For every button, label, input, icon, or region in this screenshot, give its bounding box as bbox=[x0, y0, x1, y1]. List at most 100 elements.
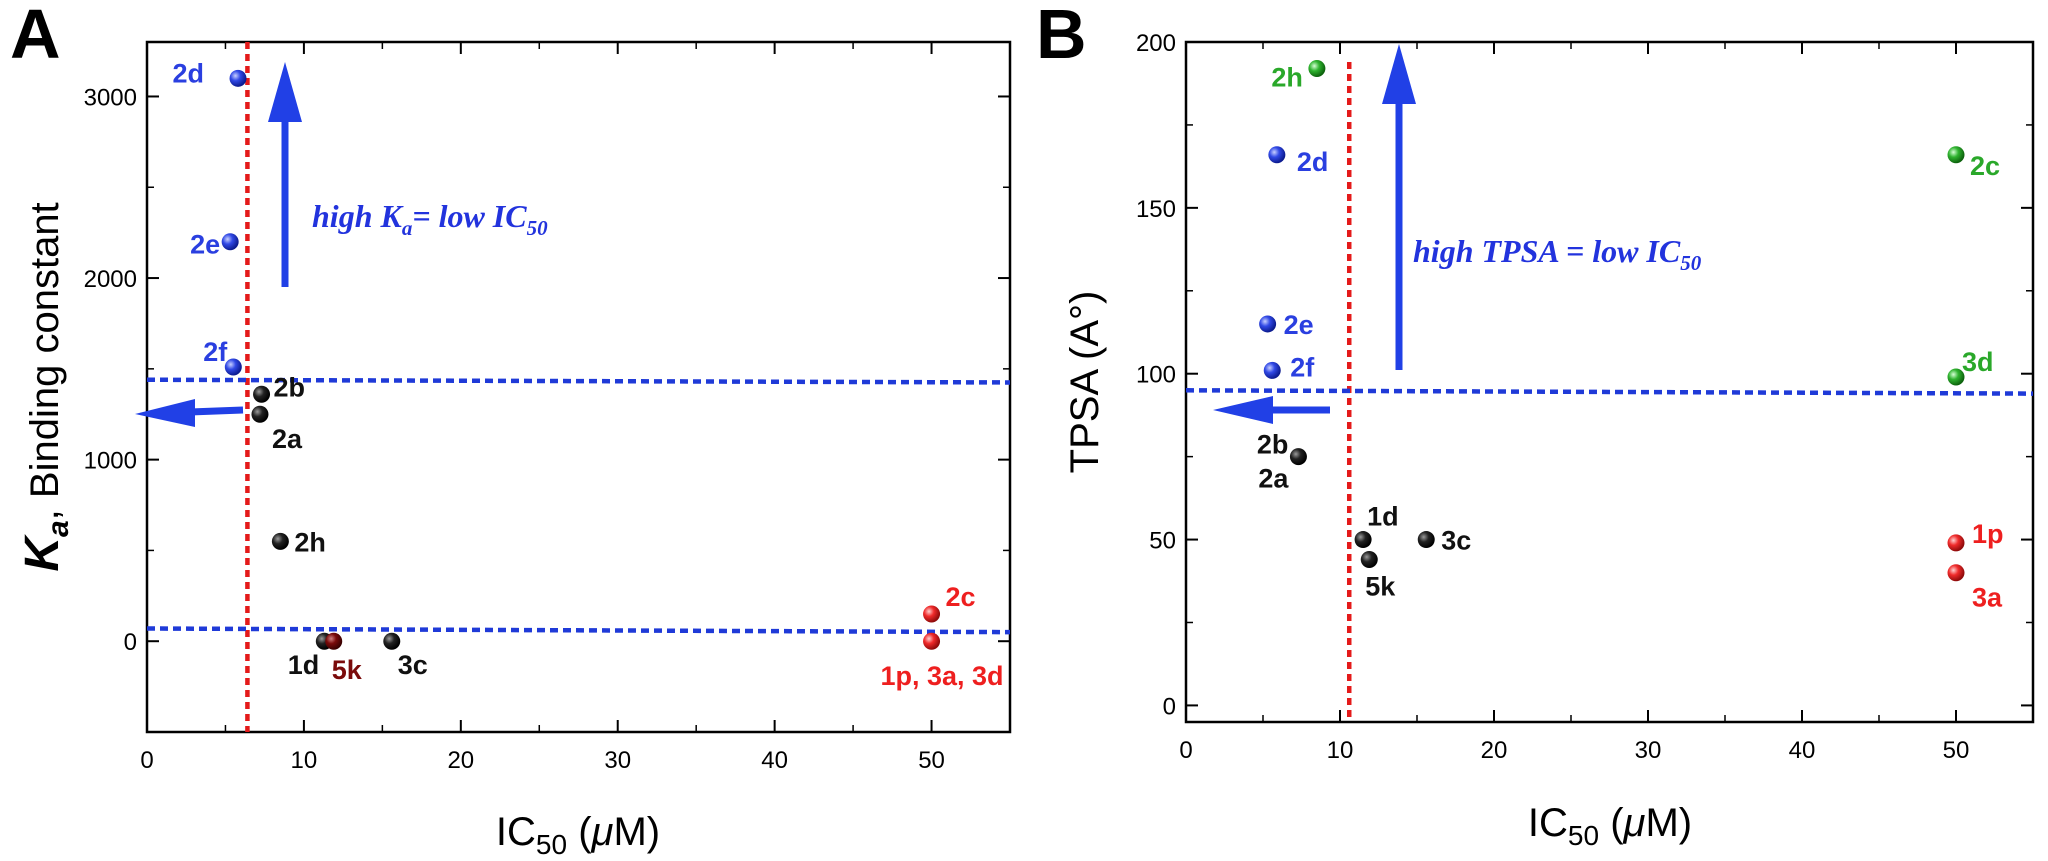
panel-a-ka-upper-threshold-line bbox=[146, 377, 1011, 385]
panel-a-ylabel-tail: , Binding constant bbox=[23, 202, 67, 520]
panel-a-frame bbox=[145, 40, 1012, 734]
panel-a-annotation-tail: = low IC bbox=[412, 198, 527, 234]
a-point-label: 2d bbox=[172, 58, 204, 88]
b-ytick-label: 50 bbox=[1149, 528, 1176, 555]
panel-a-ka-lower-threshold-line bbox=[146, 626, 1011, 635]
panel-b-xlabel-main: IC bbox=[1528, 801, 1568, 845]
b-xtick-label: 40 bbox=[1789, 737, 1816, 764]
b-point-label: 2c bbox=[1970, 151, 2000, 181]
panel-b-reference-lines bbox=[1185, 62, 2034, 722]
panel-b-xlabel-sub: 50 bbox=[1568, 820, 1599, 851]
a-xtick-label: 50 bbox=[918, 747, 945, 774]
panel-a-reference-lines bbox=[146, 42, 1011, 732]
panel-b-letter: B bbox=[1036, 0, 1087, 73]
b-point-label: 2d bbox=[1297, 147, 1329, 177]
a-point-5k bbox=[325, 632, 343, 650]
panel-b-ticks: 0 10 20 30 40 50 0 50 100 150 200 bbox=[1136, 30, 2033, 764]
panel-a-annotation: high Ka= low IC50 bbox=[312, 198, 548, 240]
b-point-label: 5k bbox=[1365, 571, 1396, 601]
a-ytick-label: 2000 bbox=[84, 266, 137, 293]
a-point-label: 2b bbox=[274, 372, 306, 402]
panel-a-ylabel-main: K bbox=[16, 534, 69, 572]
panel-a-xlabel-mu: μ bbox=[591, 810, 614, 854]
panel-b-annotation-main: high TPSA = low IC bbox=[1413, 233, 1681, 269]
b-xtick-label: 50 bbox=[1943, 737, 1970, 764]
panel-a-left-arrow-head bbox=[135, 399, 195, 427]
b-point-label: 2h bbox=[1271, 63, 1303, 93]
panel-b-ylabel: TPSA (A°) bbox=[1063, 291, 1107, 474]
a-point-label: 2e bbox=[190, 230, 220, 260]
a-point-2a bbox=[251, 405, 269, 423]
a-point-2f bbox=[224, 358, 242, 376]
panel-a-left-arrow-shaft bbox=[189, 406, 244, 416]
panel-b-xlabel-mu: μ bbox=[1623, 801, 1646, 845]
b-point-label: 2a bbox=[1258, 464, 1289, 494]
b-point-label: 2f bbox=[1290, 352, 1315, 382]
a-point-2b bbox=[253, 385, 271, 403]
a-ytick-label: 1000 bbox=[84, 448, 137, 475]
panel-a-xlabel-tail: ( bbox=[567, 810, 592, 854]
a-point-label: 1d bbox=[288, 650, 320, 680]
a-point-label: 3c bbox=[398, 650, 428, 680]
panel-b-xlabel-end: M) bbox=[1645, 801, 1692, 845]
panel-b-arrows bbox=[1213, 44, 1416, 424]
a-point-3c bbox=[383, 632, 401, 650]
b-point-2b-2a bbox=[1289, 448, 1307, 466]
b-point-2d bbox=[1268, 146, 1286, 164]
panel-a-letter: A bbox=[10, 0, 61, 73]
b-ytick-label: 0 bbox=[1163, 693, 1176, 720]
panel-a-arrows bbox=[135, 62, 302, 427]
panel-a-up-arrow-head bbox=[268, 62, 302, 122]
b-xtick-label: 10 bbox=[1327, 737, 1354, 764]
a-point-label: 2a bbox=[272, 424, 303, 454]
panel-a-points: 2d 2e 2f 2b 2a 2h 1d 5k 3c 2c 1p, 3a, 3d bbox=[172, 58, 1003, 691]
b-point-5k bbox=[1360, 550, 1378, 568]
a-xtick-label: 20 bbox=[447, 747, 474, 774]
a-point-2d bbox=[229, 69, 247, 87]
panel-b-points: 2h 2d 2c 2e 2f 3d 2b 2a 1d 3c 5k 1p 3a bbox=[1257, 60, 2004, 613]
a-point-2h bbox=[271, 532, 289, 550]
a-ytick-label: 3000 bbox=[84, 84, 137, 111]
a-xtick-label: 10 bbox=[291, 747, 318, 774]
a-xtick-label: 30 bbox=[604, 747, 631, 774]
a-point-label: 1p, 3a, 3d bbox=[880, 661, 1003, 691]
panel-b-xlabel-tail: ( bbox=[1599, 801, 1624, 845]
b-point-1d bbox=[1354, 531, 1372, 549]
panel-b-annotation: high TPSA = low IC50 bbox=[1413, 233, 1702, 275]
a-point-1p-3a-3d bbox=[923, 632, 941, 650]
panel-a-ylabel: Ka, Binding constant bbox=[16, 202, 75, 571]
b-point-2c bbox=[1947, 146, 1965, 164]
panel-b-left-arrow-head bbox=[1213, 396, 1273, 424]
a-point-label: 2c bbox=[946, 582, 976, 612]
b-ytick-label: 100 bbox=[1136, 362, 1176, 389]
b-point-3c bbox=[1417, 531, 1435, 549]
a-point-label: 5k bbox=[332, 655, 363, 685]
panel-b-annotation-sub: 50 bbox=[1680, 251, 1702, 275]
b-xtick-label: 20 bbox=[1481, 737, 1508, 764]
panel-b-tpsa-threshold-line bbox=[1185, 388, 2034, 396]
panel-a-annotation-sub: a bbox=[402, 216, 413, 240]
a-ytick-label: 0 bbox=[124, 629, 137, 656]
b-point-label: 3a bbox=[1972, 583, 2003, 613]
b-point-3a bbox=[1947, 564, 1965, 582]
panel-a-annotation-main: high K bbox=[312, 198, 404, 234]
b-point-label: 1d bbox=[1367, 502, 1399, 532]
panel-a-ticks: 0 10 20 30 40 50 0 1000 2000 3000 bbox=[84, 42, 1010, 774]
a-point-2e bbox=[221, 233, 239, 251]
b-point-label: 3c bbox=[1441, 526, 1471, 556]
a-point-2c bbox=[923, 605, 941, 623]
panel-b-frame bbox=[1184, 40, 2035, 724]
a-xtick-label: 0 bbox=[140, 747, 153, 774]
panel-a-xlabel-sub: 50 bbox=[536, 829, 567, 860]
b-ytick-label: 200 bbox=[1136, 30, 1176, 57]
panel-a-ylabel-sub: a bbox=[42, 520, 75, 537]
panel-a-xlabel-end: M) bbox=[613, 810, 660, 854]
b-point-1p bbox=[1947, 534, 1965, 552]
b-point-label: 1p bbox=[1972, 519, 2004, 549]
b-ytick-label: 150 bbox=[1136, 196, 1176, 223]
b-point-3d bbox=[1947, 368, 1965, 386]
b-point-2h bbox=[1308, 60, 1326, 78]
b-xtick-label: 30 bbox=[1635, 737, 1662, 764]
